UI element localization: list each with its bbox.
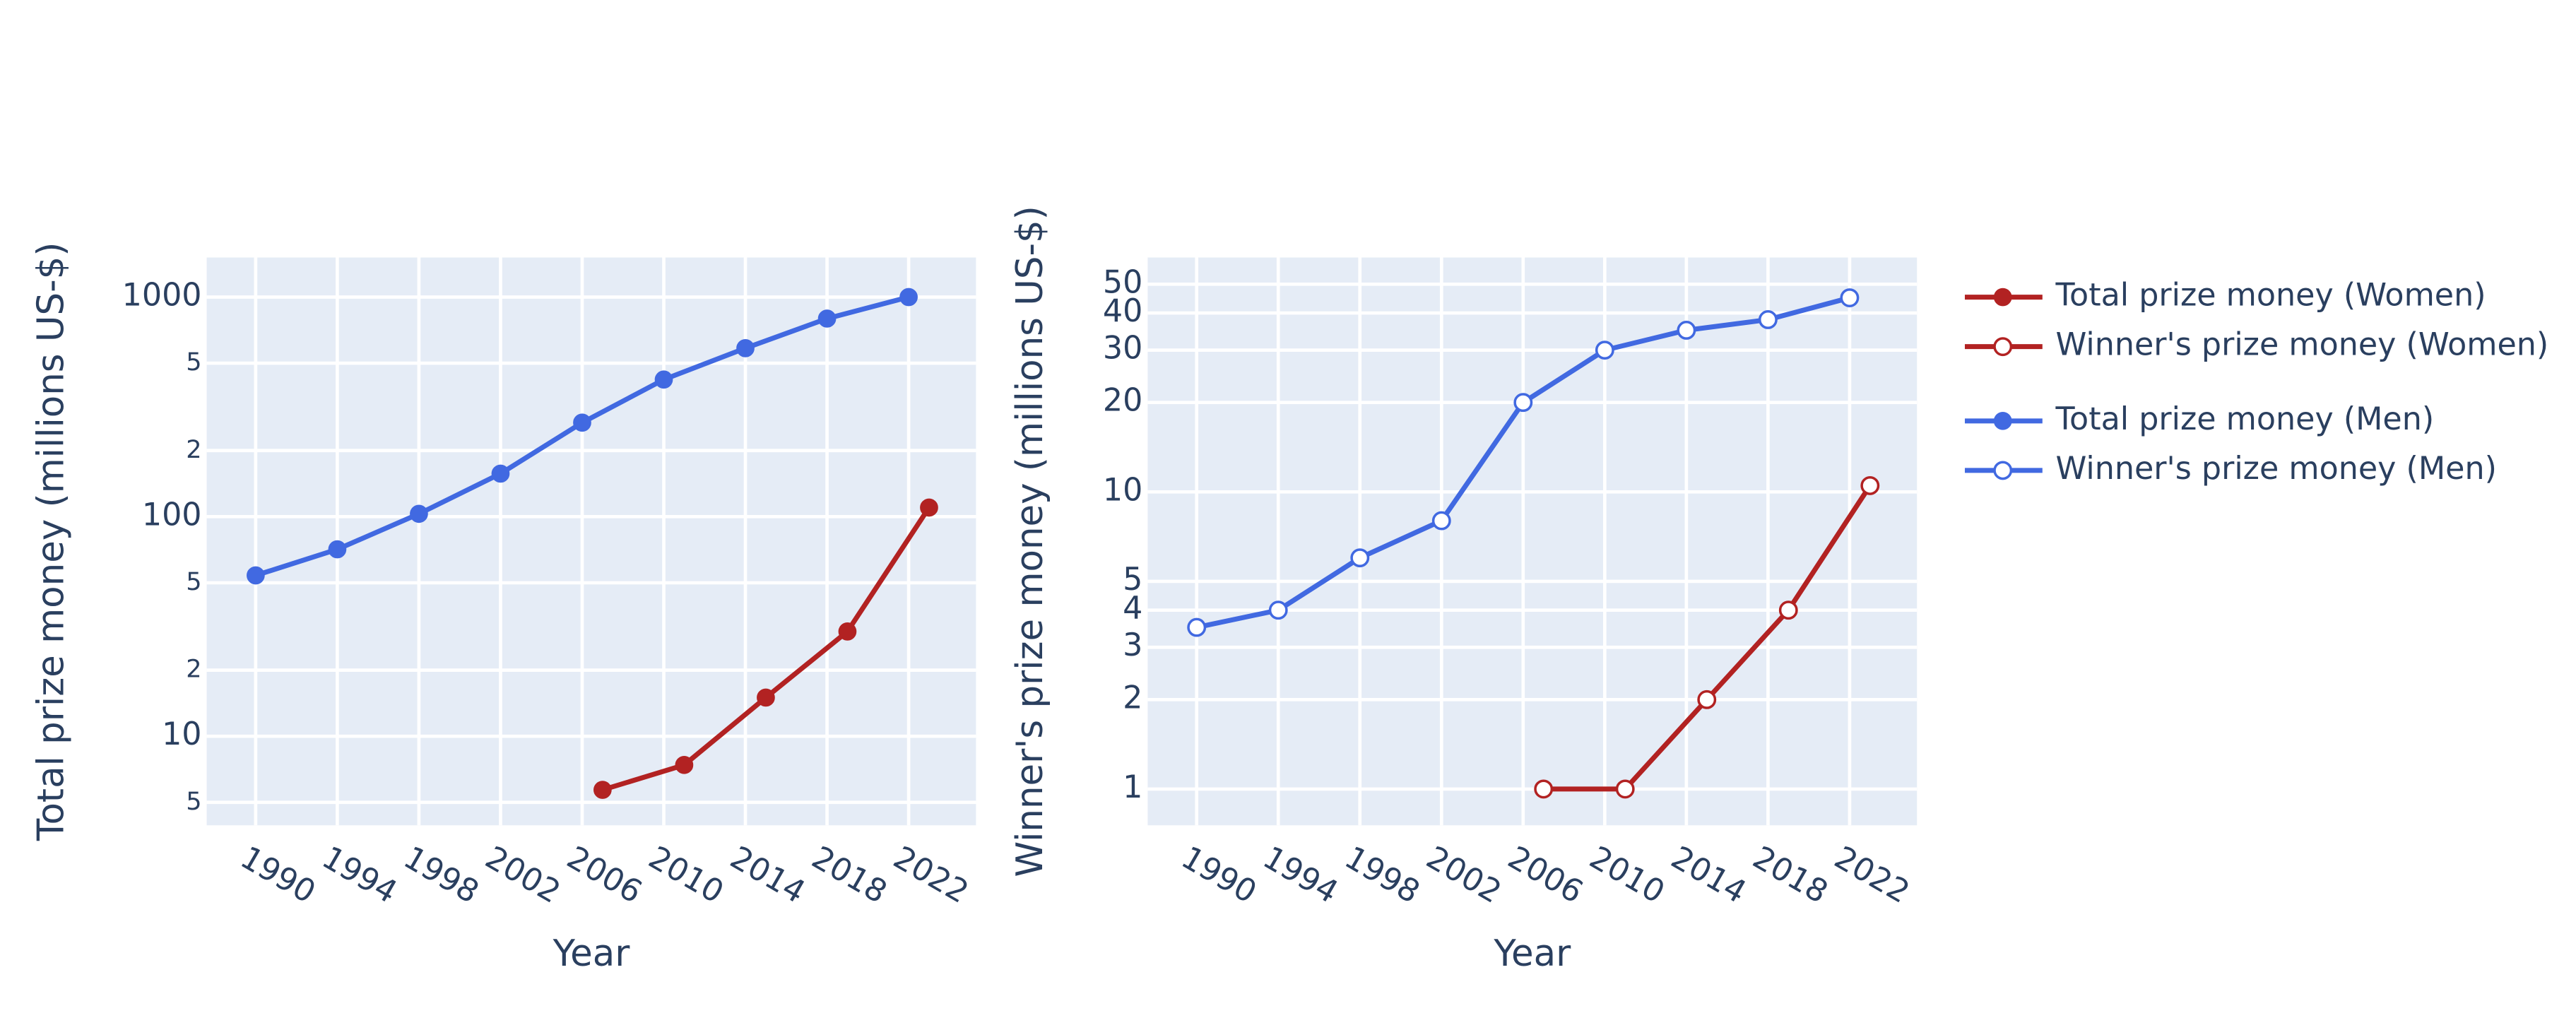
data-point: [1840, 288, 1860, 307]
x-tick-label: 1998: [1339, 839, 1426, 911]
data-point: [1860, 475, 1880, 495]
data-point: [899, 288, 918, 307]
x-tick-label: 2018: [1747, 839, 1833, 911]
y-tick-label: 2: [1123, 680, 1142, 716]
x-tick-label: 1990: [235, 839, 321, 911]
y-tick-label: 2: [186, 435, 201, 464]
y-tick-label: 1: [1123, 769, 1142, 805]
y-tick-label: 10: [162, 716, 201, 752]
data-point: [838, 622, 857, 641]
x-tick-label: 1994: [316, 839, 403, 911]
x-tick-label: 2014: [724, 839, 811, 911]
x-tick-label: 2002: [479, 839, 566, 911]
x-tick-label: 1990: [1176, 839, 1263, 911]
data-point: [736, 339, 755, 357]
x-tick-label: 1998: [398, 839, 485, 911]
y-tick-label: 5: [1123, 562, 1142, 598]
data-point: [247, 566, 265, 585]
x-axis-title: Year: [553, 933, 631, 975]
data-point: [654, 370, 673, 389]
x-tick-label: 1994: [1257, 839, 1344, 911]
y-tick-label: 5: [186, 348, 201, 377]
data-point: [1758, 310, 1778, 329]
y-tick-label: 2: [186, 655, 201, 684]
legend-marker: [1993, 288, 2012, 307]
y-tick-label: 10: [1103, 472, 1142, 508]
legend-label: Winner's prize money (Women): [2055, 327, 2548, 363]
data-point: [1534, 779, 1554, 799]
y-tick-label: 40: [1103, 293, 1142, 329]
data-point: [1268, 600, 1288, 620]
legend-label: Total prize money (Men): [2055, 401, 2434, 437]
y-tick-label: 20: [1103, 383, 1142, 419]
data-point: [1697, 689, 1717, 709]
data-point: [1431, 511, 1451, 531]
data-point: [1778, 600, 1798, 620]
x-tick-label: 2006: [1502, 839, 1589, 911]
data-point: [1187, 617, 1207, 637]
data-point: [410, 504, 428, 523]
y-tick-label: 3: [1123, 627, 1142, 663]
data-point: [328, 540, 347, 559]
y-axis-title: Winner's prize money (millions US-$): [1009, 206, 1051, 877]
data-point: [593, 781, 612, 799]
data-point: [1595, 341, 1614, 360]
legend-marker: [1993, 461, 2013, 480]
legend-label: Winner's prize money (Men): [2055, 451, 2496, 487]
legend-marker: [1993, 411, 2012, 430]
x-tick-label: 2010: [642, 839, 729, 911]
data-point: [675, 755, 694, 774]
data-point: [491, 464, 510, 483]
y-tick-label: 5: [186, 567, 201, 596]
data-point: [757, 688, 775, 707]
data-point: [1677, 321, 1696, 340]
x-tick-label: 2002: [1420, 839, 1507, 911]
data-point: [1615, 779, 1635, 799]
data-point: [920, 498, 938, 517]
x-tick-label: 2022: [887, 839, 974, 911]
x-tick-label: 2006: [561, 839, 648, 911]
data-point: [1513, 393, 1533, 413]
y-tick-label: 50: [1103, 264, 1142, 300]
y-tick-label: 4: [1123, 591, 1142, 627]
x-axis-title: Year: [1493, 933, 1571, 975]
data-point: [1350, 548, 1370, 568]
x-tick-label: 2022: [1828, 839, 1915, 911]
legend-marker: [1993, 337, 2013, 357]
y-tick-label: 30: [1103, 331, 1142, 367]
plot-area: [1147, 257, 1918, 826]
y-tick-label: 100: [142, 497, 202, 533]
y-axis-title: Total prize money (millions US-$): [30, 242, 72, 842]
data-point: [573, 413, 591, 432]
y-tick-label: 1000: [122, 277, 202, 313]
plot-area: [206, 257, 976, 826]
x-tick-label: 2018: [805, 839, 892, 911]
y-tick-label: 5: [186, 787, 201, 816]
x-tick-label: 2010: [1583, 839, 1670, 911]
legend-label: Total prize money (Women): [2055, 278, 2486, 314]
data-point: [817, 309, 837, 328]
x-tick-label: 2014: [1665, 839, 1752, 911]
